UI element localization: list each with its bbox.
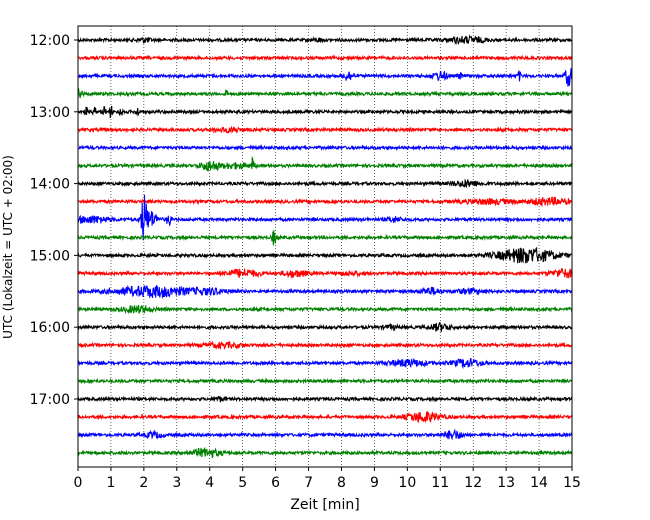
x-tick-label: 7 (304, 475, 313, 491)
x-tick-label: 4 (205, 475, 214, 491)
seismic-trace (77, 267, 573, 279)
y-tick-label: 17:00 (30, 392, 70, 408)
y-axis: 12:00 13:00 14:00 15:00 16:00 17:00 (30, 33, 78, 408)
x-tick-label: 11 (431, 475, 449, 491)
x-tick-label: 9 (370, 475, 379, 491)
x-tick-label: 15 (563, 475, 581, 491)
seismic-trace (77, 428, 573, 441)
x-tick-label: 6 (271, 475, 280, 491)
seismic-trace (77, 125, 573, 135)
y-tick-label: 15:00 (30, 248, 70, 264)
seismic-trace (77, 88, 573, 99)
x-tick-label: 10 (398, 475, 416, 491)
seismic-trace (77, 34, 573, 45)
seismic-trace (77, 144, 573, 152)
y-axis-label: UTC (Lokalzeit = UTC + 02:00) (1, 155, 15, 339)
x-tick-label: 3 (172, 475, 181, 491)
seismic-trace (77, 105, 573, 119)
x-tick-label: 1 (106, 475, 115, 491)
x-axis-label: Zeit [min] (290, 497, 359, 513)
x-tick-label: 14 (530, 475, 548, 491)
plot-frame (77, 25, 573, 468)
seismic-trace (77, 377, 573, 385)
x-tick-label: 13 (497, 475, 515, 491)
seismic-trace (77, 284, 573, 299)
seismic-trace (77, 304, 573, 315)
x-tick-label: 5 (238, 475, 247, 491)
seismic-trace (77, 194, 573, 241)
y-tick-label: 16:00 (30, 320, 70, 336)
seismic-trace (77, 196, 573, 208)
y-tick-label: 13:00 (30, 105, 70, 121)
seismic-trace (77, 246, 573, 264)
x-tick-label: 8 (337, 475, 346, 491)
seismic-trace (77, 340, 573, 351)
x-tick-label: 0 (74, 475, 83, 491)
y-tick-label: 12:00 (30, 33, 70, 49)
x-axis: 0 1 2 3 4 5 6 7 8 9 10 11 12 13 14 15 (74, 467, 581, 491)
y-tick-label: 14:00 (30, 177, 70, 193)
x-tick-label: 12 (464, 475, 482, 491)
seismic-trace (77, 178, 573, 189)
seismic-trace (77, 322, 573, 333)
seismic-trace (77, 68, 573, 87)
seismic-trace (77, 447, 573, 459)
seismic-trace (77, 230, 573, 246)
seismic-trace (77, 155, 573, 172)
x-tick-label: 2 (139, 475, 148, 491)
seismic-trace (77, 54, 573, 62)
seismic-trace (77, 410, 573, 424)
seismic-trace (77, 395, 573, 403)
trace-series (77, 34, 573, 459)
seismic-trace (77, 357, 573, 370)
